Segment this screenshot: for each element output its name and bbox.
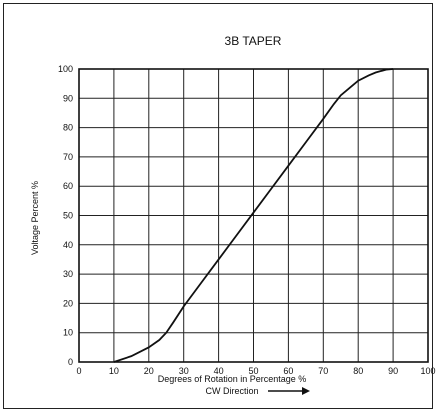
y-tick-label: 0 bbox=[68, 357, 73, 367]
x-tick-label: 80 bbox=[353, 366, 363, 376]
x-tick-label: 60 bbox=[283, 366, 293, 376]
y-tick-label: 80 bbox=[63, 123, 73, 133]
x-tick-label: 30 bbox=[179, 366, 189, 376]
y-tick-label: 30 bbox=[63, 269, 73, 279]
x-tick-label: 40 bbox=[214, 366, 224, 376]
x-tick-label: 50 bbox=[248, 366, 258, 376]
y-tick-label: 50 bbox=[63, 211, 73, 221]
y-axis-label: Voltage Percent % bbox=[30, 181, 40, 255]
y-tick-label: 10 bbox=[63, 328, 73, 338]
x-tick-label: 0 bbox=[76, 366, 81, 376]
chart-frame bbox=[3, 3, 433, 409]
direction-arrow-icon bbox=[268, 387, 310, 395]
x-tick-label: 10 bbox=[109, 366, 119, 376]
y-tick-label: 70 bbox=[63, 152, 73, 162]
taper-curve-line bbox=[113, 68, 394, 363]
x-axis-sublabel: CW Direction bbox=[205, 386, 258, 396]
x-tick-label: 70 bbox=[318, 366, 328, 376]
chart-title: 3B TAPER bbox=[225, 34, 282, 48]
plot-border bbox=[78, 68, 429, 363]
y-tick-label: 90 bbox=[63, 93, 73, 103]
x-tick-label: 90 bbox=[388, 366, 398, 376]
y-tick-label: 60 bbox=[63, 181, 73, 191]
x-tick-label: 20 bbox=[144, 366, 154, 376]
y-tick-label: 100 bbox=[58, 64, 73, 74]
y-tick-label: 40 bbox=[63, 240, 73, 250]
grid-lines bbox=[79, 69, 428, 362]
y-tick-label: 20 bbox=[63, 298, 73, 308]
x-tick-label: 100 bbox=[420, 366, 435, 376]
y-tick-labels: 0 10 20 30 40 50 60 70 80 90 100 bbox=[58, 64, 73, 367]
x-tick-labels: 0 10 20 30 40 50 60 70 80 90 100 bbox=[76, 366, 435, 376]
x-axis-label: Degrees of Rotation in Percentage % bbox=[158, 374, 307, 384]
